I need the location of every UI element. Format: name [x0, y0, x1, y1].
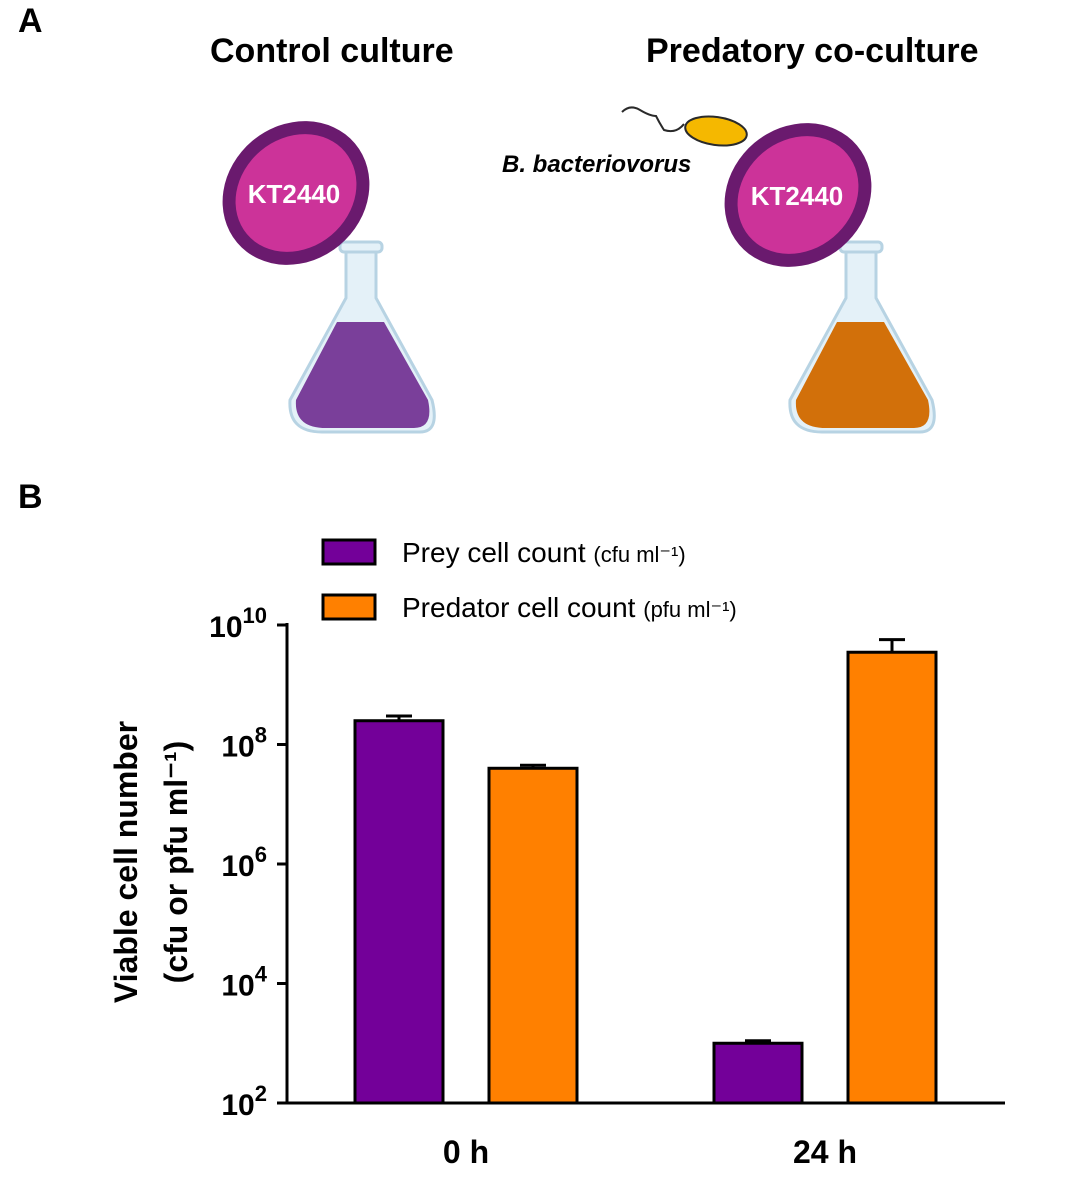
y-tick-label: 1010: [209, 603, 267, 644]
legend: Prey cell count (cfu ml⁻¹) Predator cell …: [321, 537, 737, 623]
axes: 102 104 106 108 1010 Viable cell number (cfu o…: [108, 603, 1005, 1170]
y-axis-label: Viable cell number: [108, 721, 144, 1003]
bdellovibrio-predator-icon: [621, 106, 748, 147]
y-tick-label: 106: [221, 842, 267, 883]
panel-a-label: A: [18, 2, 43, 40]
bar-prey-1: [712, 1041, 804, 1105]
bars: [353, 638, 938, 1105]
legend-swatch: [321, 538, 377, 566]
predatory-coculture-title: Predatory co-culture: [646, 32, 979, 70]
y-tick-label: 102: [221, 1081, 267, 1122]
predator-label: B. bacteriovorus: [502, 151, 691, 178]
predatory-strain-label: KT2440: [751, 181, 844, 211]
legend-entry: Prey cell count (cfu ml⁻¹): [402, 537, 686, 568]
control-culture-liquid: [295, 322, 430, 428]
panel-b-label: B: [18, 478, 43, 516]
control-strain-label: KT2440: [248, 179, 341, 209]
x-tick-label: 24 h: [793, 1134, 857, 1170]
bar-predator-0: [487, 766, 579, 1105]
control-kt2440-cell: KT2440: [222, 121, 370, 265]
y-tick-label: 108: [221, 723, 267, 764]
culture-illustration: KT2440 B. bacteriovorus KT2440: [222, 106, 936, 434]
x-tick-label: 0 h: [443, 1134, 489, 1170]
predatory-kt2440-cell: KT2440: [724, 123, 872, 267]
legend-swatch: [321, 593, 377, 621]
bar-predator-1: [846, 650, 938, 1105]
y-tick-label: 104: [221, 962, 267, 1003]
legend-entry: Predator cell count (pfu ml⁻¹): [402, 592, 737, 623]
predatory-flask: [788, 240, 936, 434]
control-culture-title: Control culture: [210, 32, 454, 70]
predatory-culture-liquid: [795, 322, 930, 428]
control-flask: [288, 240, 436, 434]
bar-prey-0: [353, 719, 445, 1105]
y-axis-label-units: (cfu or pfu ml⁻¹): [158, 741, 194, 984]
